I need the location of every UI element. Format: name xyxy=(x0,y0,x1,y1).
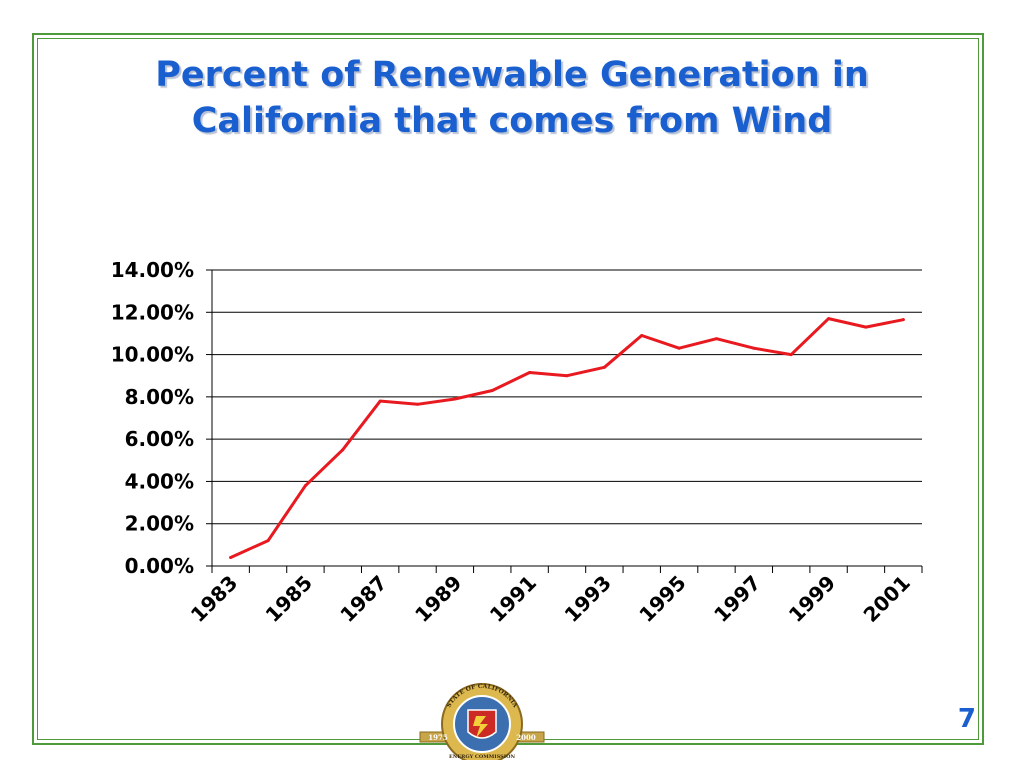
gridlines xyxy=(212,269,922,525)
slide-title-line-2: California that comes from Wind xyxy=(191,101,833,141)
data-point xyxy=(416,402,420,406)
x-tick-label: 1985 xyxy=(261,571,317,627)
slide-title-line-1: Percent of Renewable Generation in xyxy=(155,55,869,95)
slide-title: Percent of Renewable Generation in Calif… xyxy=(60,52,964,144)
x-tick-label: 1991 xyxy=(485,571,541,627)
seal-bottom-text: ENERGY COMMISSION xyxy=(449,754,515,760)
data-point xyxy=(827,317,831,321)
y-tick-labels: 0.00% 2.00% 4.00% 6.00% 8.00% 10.00% 12.00% 14.… xyxy=(111,258,194,578)
x-tick-label: 1987 xyxy=(335,571,391,627)
data-point xyxy=(864,325,868,329)
data-point xyxy=(266,539,270,543)
y-tick-label: 14.00% xyxy=(111,258,194,282)
y-tick-label: 4.00% xyxy=(125,469,194,493)
data-point xyxy=(714,337,718,341)
series-layer xyxy=(229,317,905,560)
data-point xyxy=(565,374,569,378)
x-tick-label: 1983 xyxy=(186,571,242,627)
x-tick-label: 1997 xyxy=(709,571,765,627)
data-point xyxy=(453,397,457,401)
lightning-bolt-icon xyxy=(473,716,488,738)
data-point xyxy=(901,318,905,322)
y-tick-label: 2.00% xyxy=(125,512,194,536)
data-point xyxy=(789,353,793,357)
data-point xyxy=(528,371,532,375)
y-tick-label: 10.00% xyxy=(111,343,194,367)
seal-year-left: 1975 xyxy=(428,733,448,742)
x-tick-label: 1993 xyxy=(560,571,616,627)
data-point xyxy=(640,334,644,338)
axes xyxy=(206,269,923,573)
y-tick-label: 12.00% xyxy=(111,300,194,324)
data-point xyxy=(229,556,233,560)
page-number: 7 xyxy=(957,704,976,734)
data-point xyxy=(341,448,345,452)
data-point xyxy=(677,346,681,350)
y-tick-label: 0.00% xyxy=(125,554,194,578)
data-point xyxy=(378,399,382,403)
data-point xyxy=(752,346,756,350)
data-point xyxy=(490,389,494,393)
x-tick-label: 1989 xyxy=(410,571,466,627)
data-point xyxy=(602,365,606,369)
y-tick-label: 8.00% xyxy=(125,385,194,409)
x-tick-label: 2001 xyxy=(859,571,915,627)
x-tick-label: 1995 xyxy=(634,571,690,627)
data-point xyxy=(303,484,307,488)
energy-commission-seal: STATE OF CALIFORNIA ENERGY COMMISSION 19… xyxy=(419,683,545,760)
y-tick-label: 6.00% xyxy=(125,427,194,451)
x-tick-labels: 1983 1985 1987 1989 1991 1993 1995 1997 1999 2001 xyxy=(186,571,915,627)
x-tick-label: 1999 xyxy=(784,571,840,627)
seal-year-right: 2000 xyxy=(516,733,536,742)
